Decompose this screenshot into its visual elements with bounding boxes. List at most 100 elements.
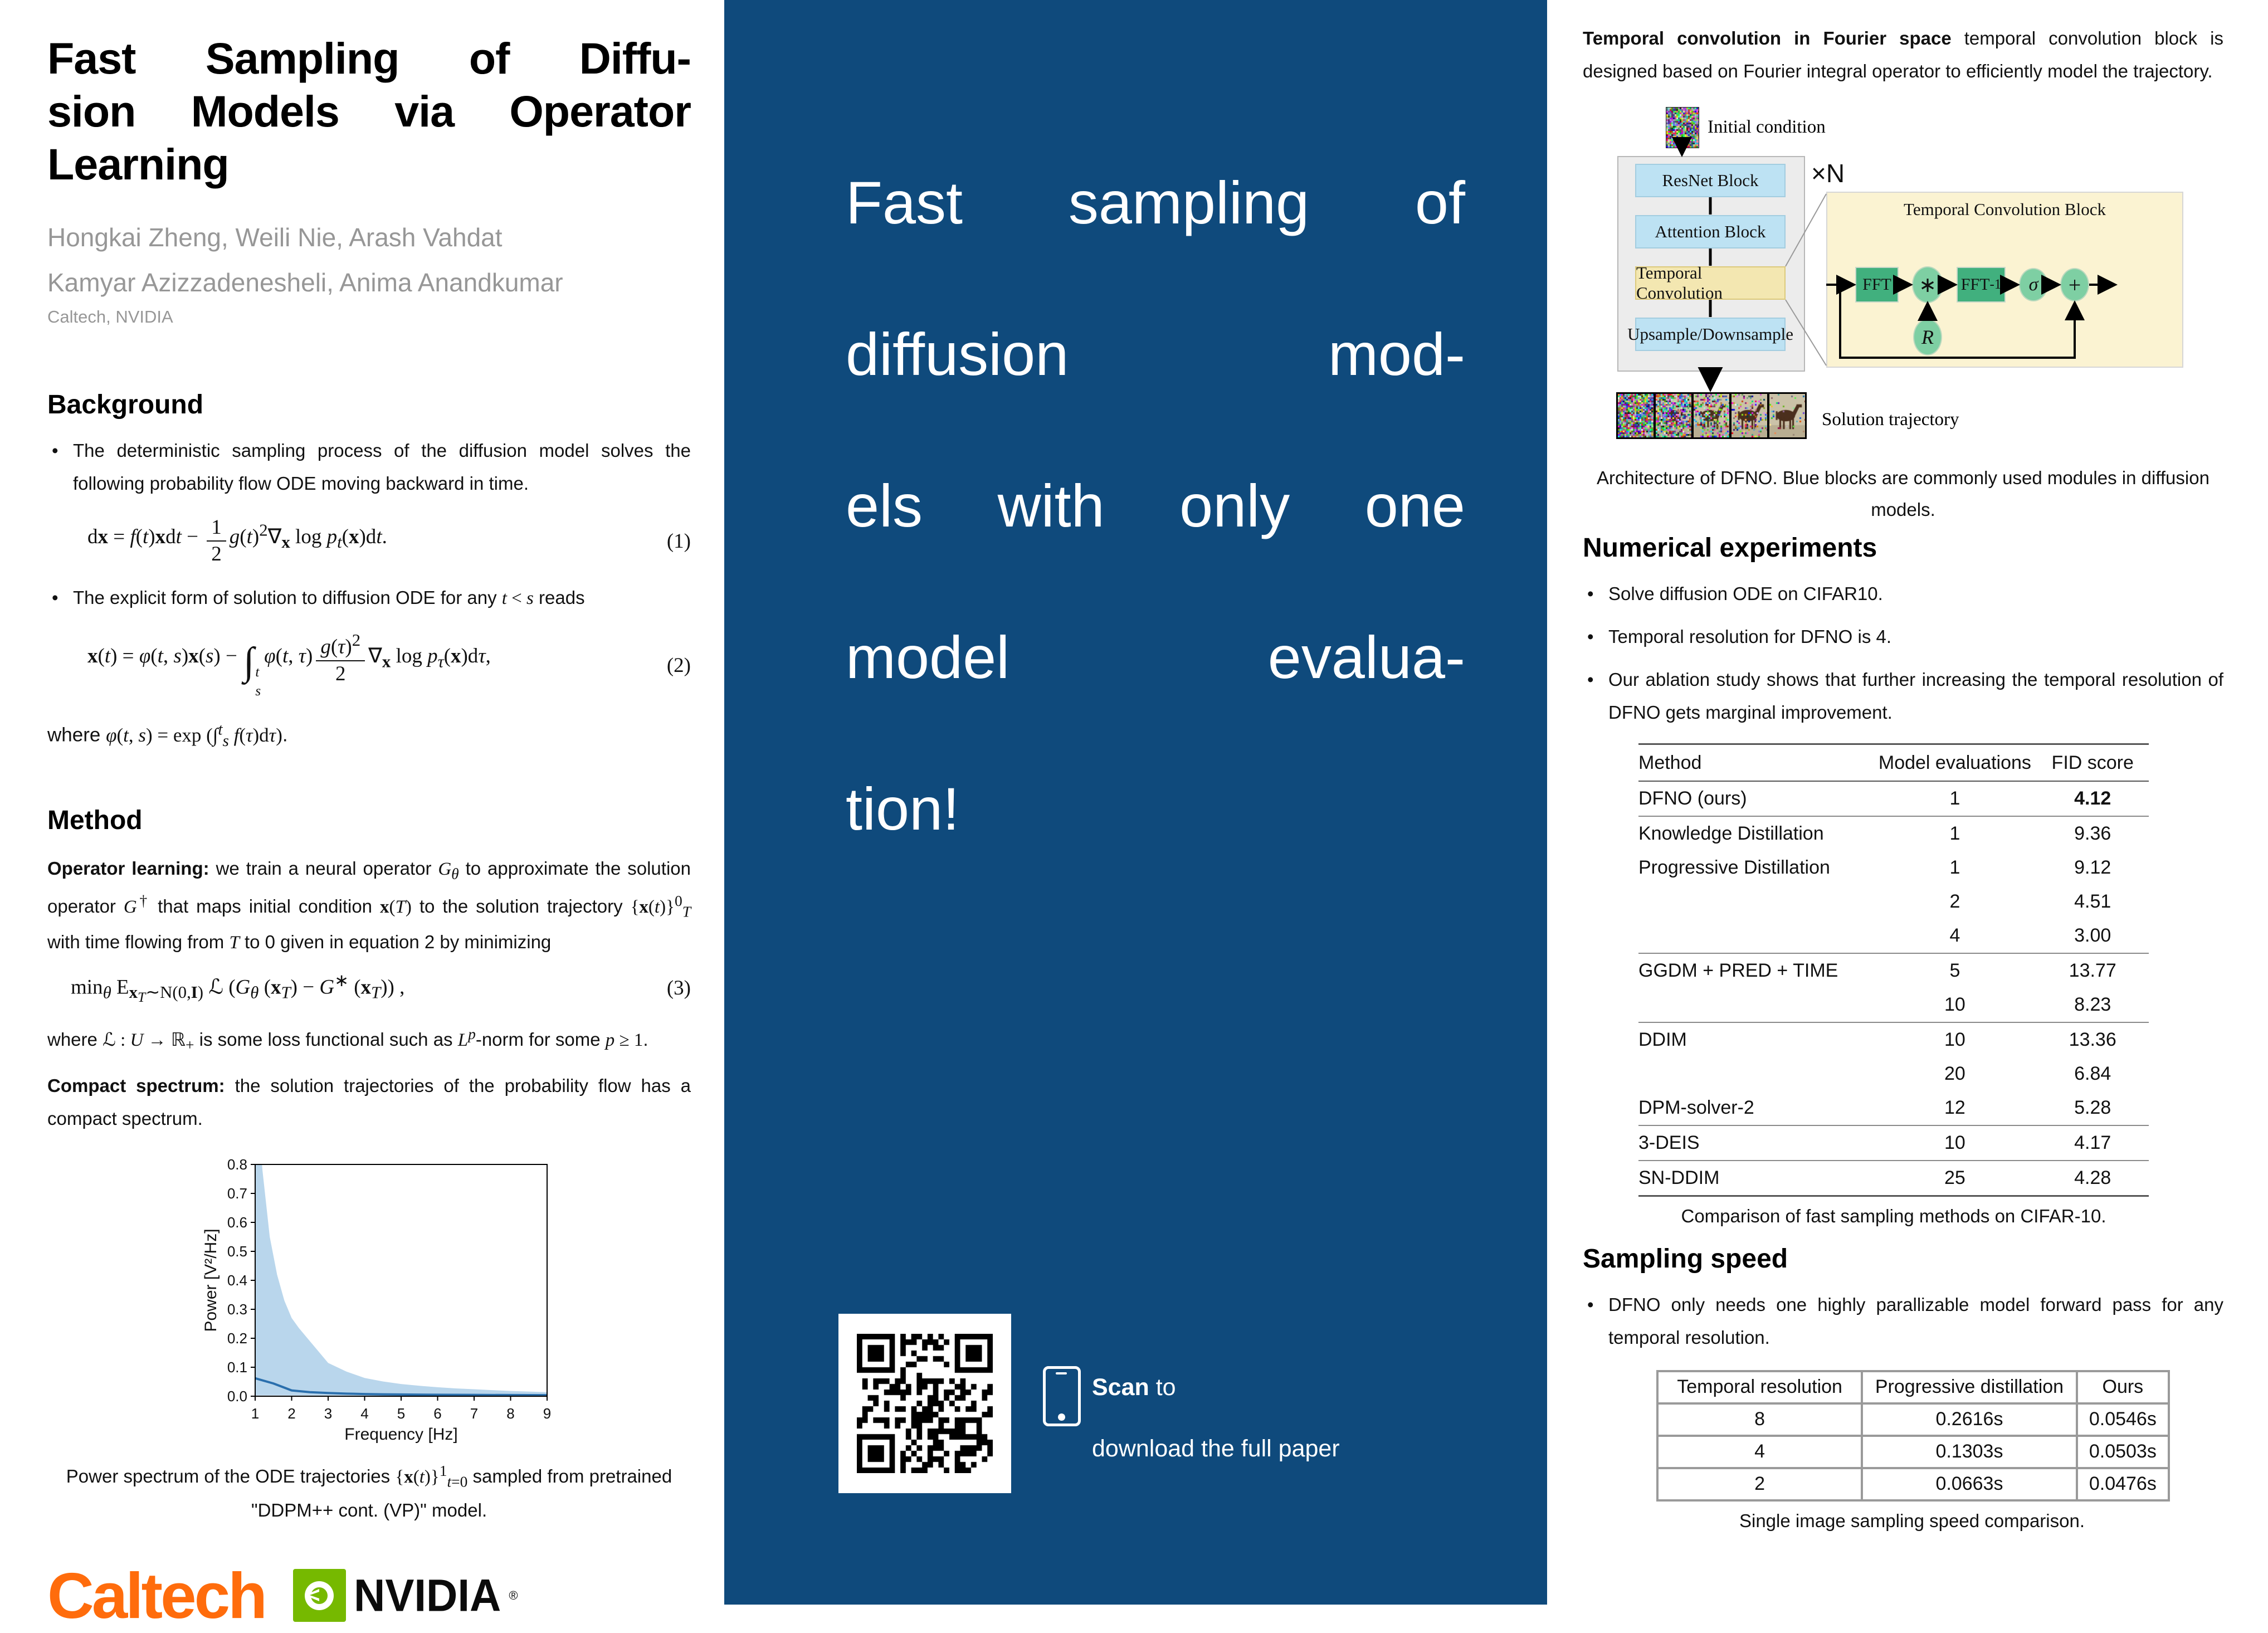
table-cell: 3-DEIS (1638, 1132, 1873, 1154)
equation-1: dx = f(t)xdt − 1 2 g(t)2∇x log pt(x)dt. (1… (47, 515, 691, 568)
table-header-row: Temporal resolution Progressive distilla… (1657, 1371, 2169, 1403)
table-cell: 1 (1873, 823, 2036, 845)
authors-line2: Kamyar Azizzadenesheli, Anima Anandkumar (47, 260, 691, 305)
table-row: DPM-solver-2 12 5.28 (1638, 1091, 2149, 1126)
table-cell: 8 (1657, 1403, 1862, 1436)
table-cell: 4 (1657, 1436, 1862, 1468)
banner-headline: Fast sampling of diffusion mod- els with… (846, 127, 1465, 885)
fourier-paragraph: Temporal convolution in Fourier space te… (1583, 22, 2223, 87)
table-row: 10 8.23 (1638, 988, 2149, 1023)
power-spectrum-chart: 0.0 0.1 0.2 0.3 0.4 0.5 0.6 0.7 0.8 1 2 3 4 5 6 7 8 9 Freq… (199, 1158, 556, 1450)
equation-1-number: (1) (630, 529, 691, 553)
table-row: 4 0.1303s 0.0503s (1657, 1436, 2169, 1468)
svg-text:3: 3 (324, 1405, 331, 1422)
table-row: 8 0.2616s 0.0546s (1657, 1403, 2169, 1436)
table-cell: 1 (1873, 857, 2036, 879)
power-spectrum-figure: 0.0 0.1 0.2 0.3 0.4 0.5 0.6 0.7 0.8 1 2 3 4 5 6 7 8 9 Freq… (47, 1158, 691, 1526)
trajectory-image (1769, 394, 1805, 437)
speed-bullet: DFNO only needs one highly parallizable … (1583, 1289, 2223, 1354)
caltech-logo: Caltech (47, 1558, 265, 1633)
equation-2-number: (2) (630, 654, 691, 677)
sampling-speed-table: Temporal resolution Progressive distilla… (1656, 1370, 2170, 1502)
headline-line: Fast sampling of (846, 127, 1465, 279)
table-cell: 4 (1873, 925, 2036, 947)
background-bullet-2: The explicit form of solution to diffusi… (47, 582, 691, 615)
figure-caption: Power spectrum of the ODE trajectories {… (47, 1458, 691, 1526)
table-cell: 3.00 (2036, 925, 2149, 947)
background-bullet-1: The deterministic sampling process of th… (47, 435, 691, 500)
method-paragraph-3: Compact spectrum: the solution trajector… (47, 1070, 691, 1135)
sampling-speed-heading: Sampling speed (1583, 1244, 2223, 1274)
table-cell: 10 (1873, 1029, 2036, 1051)
svg-text:9: 9 (543, 1405, 550, 1422)
svg-text:2: 2 (287, 1405, 295, 1422)
table-row: 3-DEIS 10 4.17 (1638, 1126, 2149, 1161)
table-cell: 9.12 (2036, 857, 2149, 879)
table-cell: 0.1303s (1862, 1436, 2077, 1468)
table-cell: GGDM + PRED + TIME (1638, 960, 1873, 982)
table-caption: Comparison of fast sampling methods on C… (1638, 1206, 2149, 1227)
qr-code-pattern (857, 1334, 993, 1473)
svg-text:0.5: 0.5 (227, 1243, 247, 1260)
table-row: 2 4.51 (1638, 885, 2149, 919)
poster: { "colors": { "mid_background": "#0f4a7c… (0, 0, 2268, 1605)
nvidia-wordmark: NVIDIA (354, 1569, 501, 1622)
logo-row: Caltech NVIDIA ® (47, 1558, 691, 1633)
right-column: Temporal convolution in Fourier space te… (1547, 0, 2268, 1605)
svg-text:0.0: 0.0 (227, 1388, 247, 1405)
svg-text:0.1: 0.1 (227, 1359, 247, 1376)
fid-comparison-table: Method Model evaluations FID score DFNO … (1638, 743, 2149, 1227)
architecture-caption: Architecture of DFNO. Blue blocks are co… (1583, 462, 2223, 525)
solution-trajectory-label: Solution trajectory (1822, 410, 1959, 430)
svg-text:Frequency [Hz]: Frequency [Hz] (344, 1425, 457, 1444)
headline-line: model evalua- (846, 582, 1465, 733)
equation-3: minθ ExT∼N(0,I) ℒ (Gθ (xT) − G∗ (xT)) , … (47, 971, 691, 1006)
svg-text:7: 7 (470, 1405, 477, 1422)
table-row: DFNO (ours) 1 4.12 (1638, 782, 2149, 817)
page-title: Fast Sampling of Diffu- sion Models via … (47, 32, 691, 191)
table-cell: DFNO (ours) (1638, 788, 1873, 810)
table-cell: Progressive Distillation (1638, 857, 1873, 879)
table-cell: 0.0546s (2077, 1403, 2169, 1436)
table-row: 4 3.00 (1638, 919, 2149, 954)
title-line: sion Models via Operator (47, 85, 691, 138)
title-line: Fast Sampling of Diffu- (47, 32, 691, 85)
nvidia-logo: NVIDIA ® (293, 1569, 518, 1622)
method-paragraph-2: where ℒ : U → ℝ+ is some loss functional… (47, 1021, 691, 1059)
column-header: Method (1638, 752, 1873, 774)
table-cell: 12 (1873, 1097, 2036, 1119)
trajectory-image (1656, 394, 1691, 437)
svg-text:6: 6 (433, 1405, 441, 1422)
numerical-experiments-heading: Numerical experiments (1583, 533, 2223, 563)
trajectory-image (1618, 394, 1654, 437)
equation-2-where: where φ(t, s) = exp (∫ts f(τ)dτ). (47, 715, 691, 756)
svg-text:Power [V²/Hz]: Power [V²/Hz] (202, 1229, 220, 1332)
table-cell: 13.36 (2036, 1029, 2149, 1051)
svg-text:0.7: 0.7 (227, 1185, 247, 1202)
table-cell: 9.36 (2036, 823, 2149, 845)
table-cell: DPM-solver-2 (1638, 1097, 1873, 1119)
nvidia-eye-icon (293, 1569, 346, 1622)
method-heading: Method (47, 805, 691, 836)
middle-banner: Fast sampling of diffusion mod- els with… (724, 0, 1547, 1605)
numerical-bullet: Our ablation study shows that further in… (1583, 664, 2223, 729)
table-cell: 4.51 (2036, 891, 2149, 913)
scan-text-line1: Scan to (1092, 1374, 1176, 1401)
trajectory-image (1732, 394, 1767, 437)
column-header: Model evaluations (1873, 752, 2036, 774)
table-row: SN-DDIM 25 4.28 (1638, 1161, 2149, 1197)
table-cell: DDIM (1638, 1029, 1873, 1051)
headline-line: tion! (846, 733, 1465, 885)
equation-2: x(t) = φ(t, s)x(s) − ∫ t s φ(t, τ) g(τ)2 2 ∇x … (47, 630, 691, 701)
table-cell: 1 (1873, 788, 2036, 810)
numerical-bullet: Temporal resolution for DFNO is 4. (1583, 621, 2223, 654)
table-cell: 0.2616s (1862, 1403, 2077, 1436)
table-cell: 4.17 (2036, 1132, 2149, 1154)
title-line: Learning (47, 138, 691, 191)
numerical-bullet: Solve diffusion ODE on CIFAR10. (1583, 578, 2223, 611)
column-header: Temporal resolution (1657, 1371, 1862, 1403)
table-cell: 10 (1873, 994, 2036, 1016)
svg-text:0.3: 0.3 (227, 1301, 247, 1318)
trajectory-image (1694, 394, 1729, 437)
svg-text:8: 8 (506, 1405, 514, 1422)
